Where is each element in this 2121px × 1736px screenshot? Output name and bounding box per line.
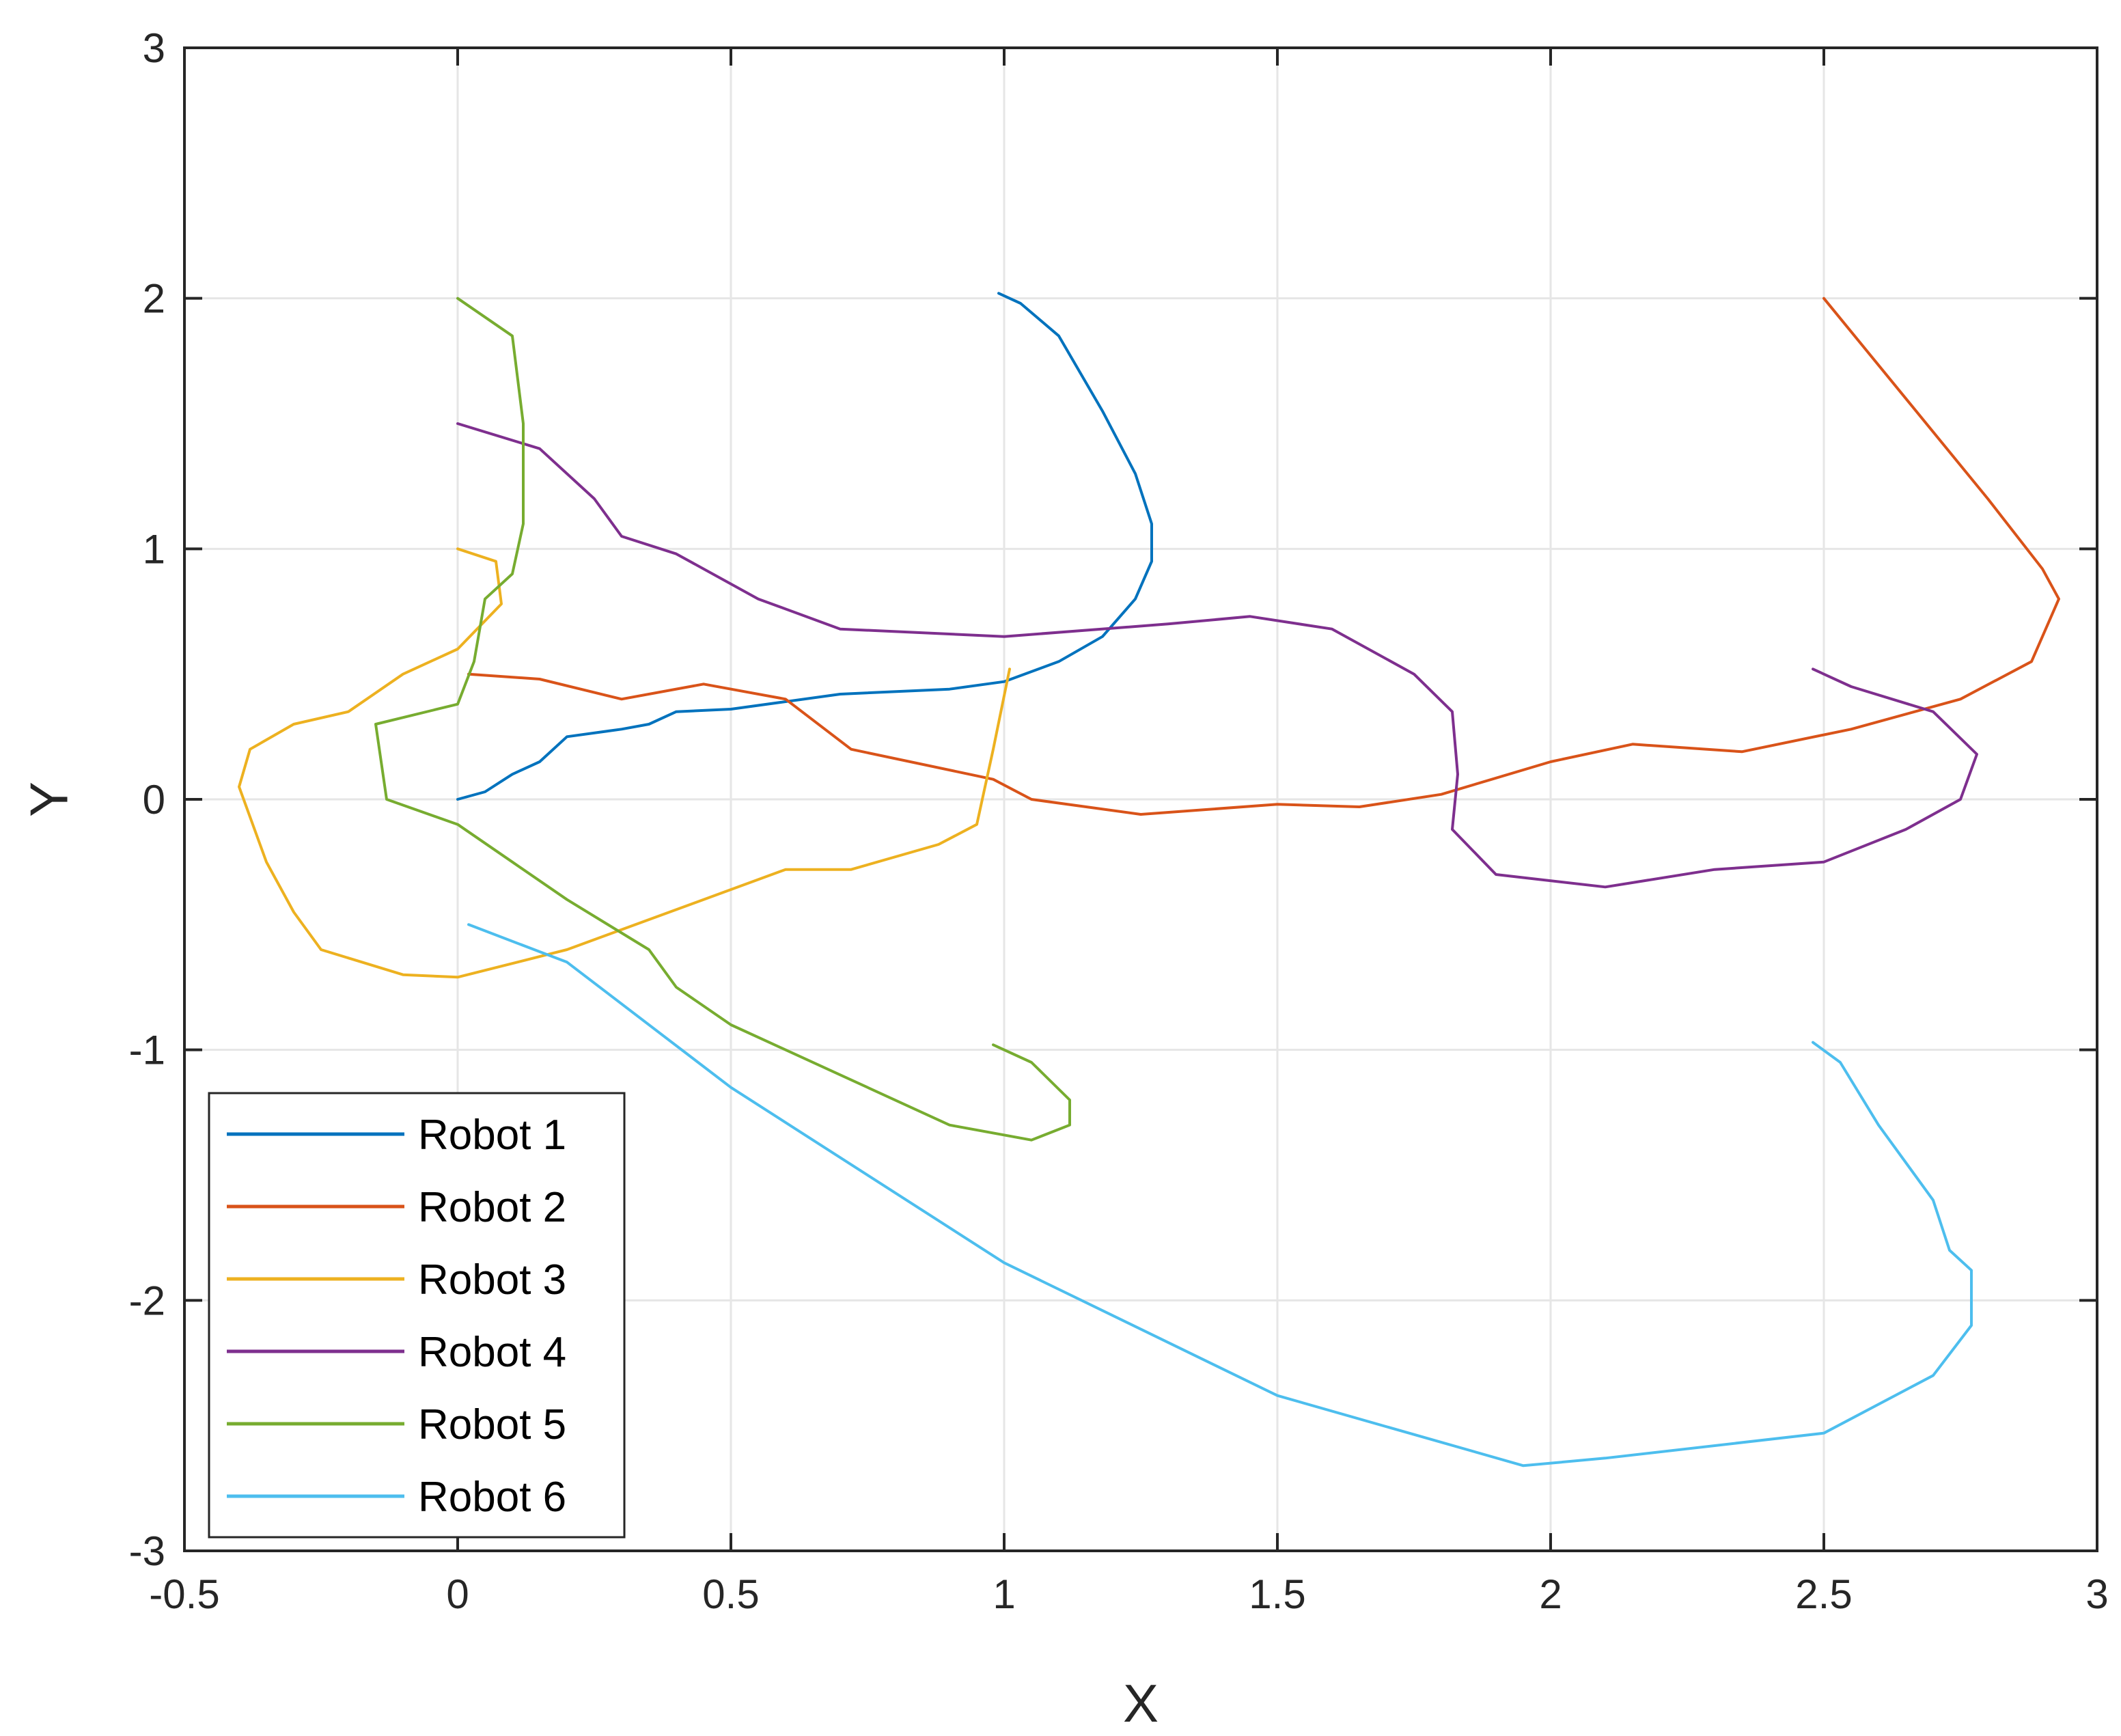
x-tick-label: 2.5 xyxy=(1795,1571,1852,1617)
y-tick-labels: 3 2 1 0 -1 -2 -3 xyxy=(129,25,165,1574)
series-line-robot-6 xyxy=(467,923,1973,1468)
legend: Robot 1 Robot 2 Robot 3 Robot 4 Robot 5 Robot… xyxy=(208,1092,626,1539)
legend-label-robot-5: Robot 5 xyxy=(418,1401,566,1448)
series-lines xyxy=(238,292,2060,1468)
x-tick-label: -0.5 xyxy=(149,1571,219,1617)
x-axis-label: X xyxy=(1123,1673,1159,1733)
legend-label-robot-6: Robot 6 xyxy=(418,1474,566,1521)
x-tick-label: 0 xyxy=(446,1571,469,1617)
legend-label-robot-2: Robot 2 xyxy=(418,1184,566,1231)
legend-items: Robot 1 Robot 2 Robot 3 Robot 4 Robot 5 Robot… xyxy=(227,1112,566,1521)
series-line-robot-2 xyxy=(467,297,2060,816)
y-tick-label: 3 xyxy=(143,25,165,71)
y-tick-label: 2 xyxy=(143,276,165,322)
y-tick-label: -2 xyxy=(129,1278,165,1323)
series-line-robot-1 xyxy=(456,292,1153,801)
series-line-robot-5 xyxy=(374,297,1071,1142)
x-tick-label: 1.5 xyxy=(1249,1571,1305,1617)
y-axis-label: Y xyxy=(19,782,79,817)
legend-label-robot-4: Robot 4 xyxy=(418,1329,566,1376)
axis-ticks xyxy=(183,46,2098,1552)
x-tick-labels: -0.5 0 0.5 1 1.5 2 2.5 3 xyxy=(149,1571,2108,1617)
x-tick-label: 1 xyxy=(993,1571,1015,1617)
y-tick-label: 0 xyxy=(143,777,165,823)
y-tick-label: 1 xyxy=(143,526,165,572)
x-tick-label: 3 xyxy=(2085,1571,2108,1617)
legend-label-robot-3: Robot 3 xyxy=(418,1256,566,1304)
x-tick-label: 0.5 xyxy=(702,1571,759,1617)
y-tick-label: -3 xyxy=(129,1528,165,1574)
y-tick-label: -1 xyxy=(129,1028,165,1073)
legend-box xyxy=(208,1092,626,1539)
series-line-robot-3 xyxy=(238,547,1011,979)
legend-label-robot-1: Robot 1 xyxy=(418,1112,566,1159)
x-tick-label: 2 xyxy=(1539,1571,1562,1617)
series-line-robot-4 xyxy=(456,422,1978,889)
